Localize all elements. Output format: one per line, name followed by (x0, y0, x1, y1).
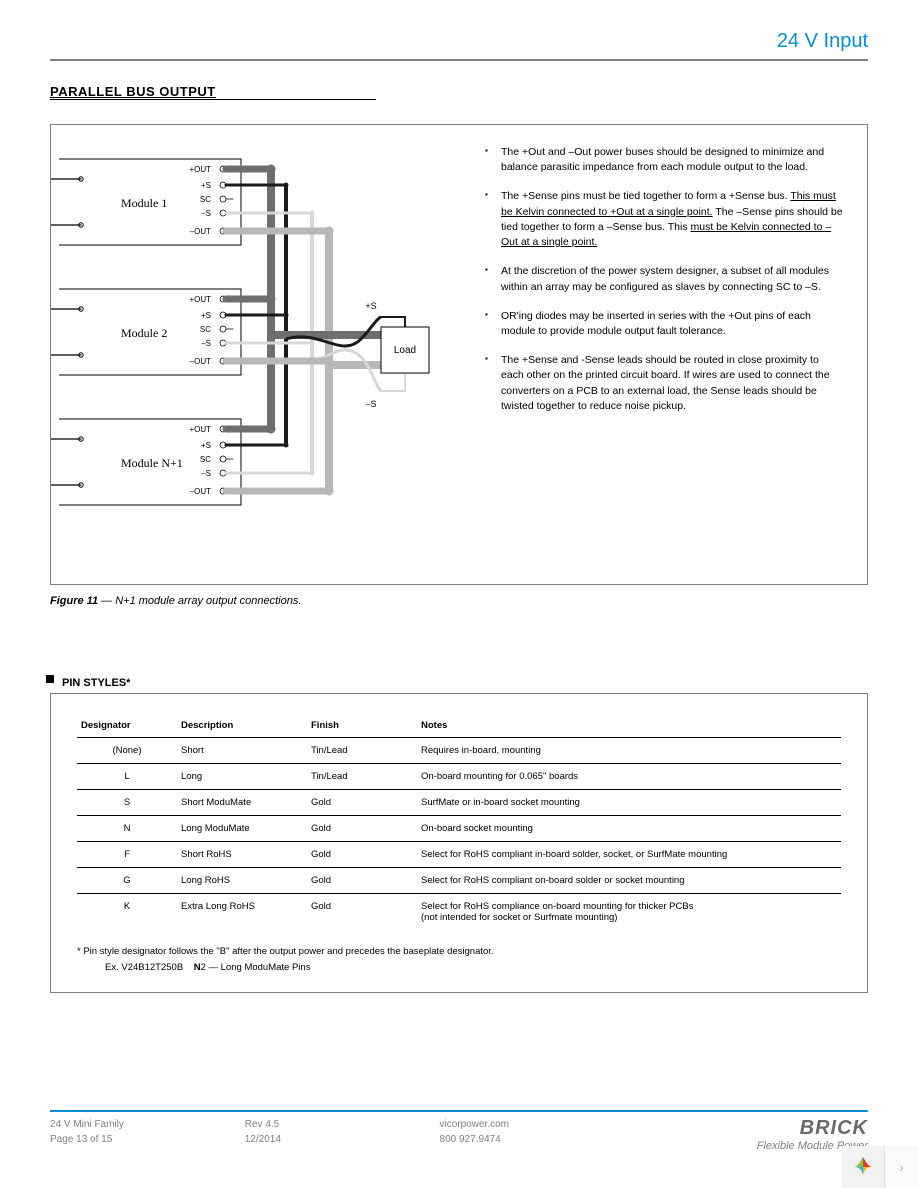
page-footer: 24 V Mini Family Page 13 of 15 Rev 4.5 1… (50, 1117, 868, 1152)
section-parallel-bus-title: PARALLEL BUS OUTPUT (50, 84, 376, 100)
table-cell: Requires in-board, mounting (417, 738, 841, 764)
figure-note-item: At the discretion of the power system de… (481, 264, 843, 294)
svg-text:Module 2: Module 2 (121, 326, 167, 340)
table-row: GLong RoHSGoldSelect for RoHS compliant … (77, 868, 841, 894)
footnote-example-prefix: Ex. V24B12T250B (105, 962, 183, 973)
svg-text:+S: +S (201, 311, 211, 320)
table-cell: SurfMate or in-board socket mounting (417, 790, 841, 816)
svg-text:–S: –S (201, 339, 211, 348)
table-cell: Short (177, 738, 307, 764)
section-pin-styles-title: PIN STYLES* (50, 677, 868, 694)
table-cell: Select for RoHS compliant on-board solde… (417, 868, 841, 894)
svg-text:Module N+1: Module N+1 (121, 456, 183, 470)
svg-text:SC: SC (200, 455, 211, 464)
figure-notes-list: The +Out and –Out power buses should be … (481, 139, 849, 554)
footnote-example-rest: 2 — Long ModuMate Pins (201, 962, 311, 973)
figure-note-item: The +Out and –Out power buses should be … (481, 145, 843, 175)
figure-11-box: Module 1 +OUT +S SC –S –OUT Module 2 +OUT +S SC –S… (50, 124, 868, 585)
table-cell: Gold (307, 894, 417, 931)
svg-text:+OUT: +OUT (189, 295, 211, 304)
figure-number: Figure 11 (50, 595, 98, 607)
table-cell: Long ModuMate (177, 816, 307, 842)
table-cell: (None) (77, 738, 177, 764)
footnote-example-bold: N (194, 962, 201, 973)
page-header-title: 24 V Input (50, 30, 868, 59)
svg-text:Module 1: Module 1 (121, 196, 167, 210)
svg-text:–OUT: –OUT (190, 487, 211, 496)
svg-text:–S: –S (201, 469, 211, 478)
footer-phone: 800 927.9474 (440, 1132, 635, 1147)
table-header: Description (177, 714, 307, 738)
table-cell: Tin/Lead (307, 764, 417, 790)
svg-text:–OUT: –OUT (190, 227, 211, 236)
footnote-line1: * Pin style designator follows the "B" a… (77, 944, 841, 960)
table-cell: Gold (307, 868, 417, 894)
brand-tagline: Flexible Module Power (634, 1140, 868, 1152)
figure-note-item: The +Sense pins must be tied together to… (481, 189, 843, 250)
table-header: Notes (417, 714, 841, 738)
table-row: LLongTin/LeadOn-board mounting for 0.065… (77, 764, 841, 790)
footer-url: vicorpower.com (440, 1117, 635, 1132)
table-cell: N (77, 816, 177, 842)
footer-rule (50, 1110, 868, 1112)
svg-text:+S: +S (201, 181, 211, 190)
table-cell: Short ModuMate (177, 790, 307, 816)
svg-text:+OUT: +OUT (189, 425, 211, 434)
svg-text:+OUT: +OUT (189, 165, 211, 174)
svg-text:SC: SC (200, 195, 211, 204)
table-cell: Gold (307, 790, 417, 816)
pin-styles-footnote: * Pin style designator follows the "B" a… (77, 944, 841, 976)
table-cell: Long RoHS (177, 868, 307, 894)
svg-text:–OUT: –OUT (190, 357, 211, 366)
table-cell: Short RoHS (177, 842, 307, 868)
table-cell: Gold (307, 842, 417, 868)
table-cell: K (77, 894, 177, 931)
figure-11-caption: Figure 11 — N+1 module array output conn… (50, 595, 868, 607)
table-cell: S (77, 790, 177, 816)
footer-page: Page 13 of 15 (50, 1132, 245, 1147)
table-row: FShort RoHSGoldSelect for RoHS compliant… (77, 842, 841, 868)
table-cell: F (77, 842, 177, 868)
pin-styles-table-container: DesignatorDescriptionFinishNotes (None)S… (50, 694, 868, 993)
figure-note-item: OR'ing diodes may be inserted in series … (481, 309, 843, 339)
figure-caption-text: N+1 module array output connections. (115, 595, 301, 607)
table-cell: Gold (307, 816, 417, 842)
footer-family: 24 V Mini Family (50, 1117, 245, 1132)
table-cell: On-board socket mounting (417, 816, 841, 842)
brand-logo-text: BRICK (634, 1117, 868, 1140)
corner-widget: › (842, 1146, 918, 1188)
footer-date: 12/2014 (245, 1132, 440, 1147)
table-cell: L (77, 764, 177, 790)
table-cell: Extra Long RoHS (177, 894, 307, 931)
svg-text:+S: +S (201, 441, 211, 450)
chevron-right-icon: › (899, 1159, 904, 1175)
header-rule (50, 59, 868, 61)
table-row: NLong ModuMateGoldOn-board socket mounti… (77, 816, 841, 842)
table-cell: Tin/Lead (307, 738, 417, 764)
module-array-diagram: Module 1 +OUT +S SC –S –OUT Module 2 +OUT +S SC –S… (51, 139, 461, 554)
table-row: SShort ModuMateGoldSurfMate or in-board … (77, 790, 841, 816)
table-cell: Select for RoHS compliance on-board moun… (417, 894, 841, 931)
pin-styles-table: DesignatorDescriptionFinishNotes (None)S… (77, 714, 841, 930)
figure-note-item: The +Sense and -Sense leads should be ro… (481, 353, 843, 414)
table-cell: On-board mounting for 0.065" boards (417, 764, 841, 790)
svg-text:+S: +S (365, 301, 376, 311)
table-header: Finish (307, 714, 417, 738)
svg-text:Load: Load (394, 345, 416, 356)
table-row: KExtra Long RoHSGoldSelect for RoHS comp… (77, 894, 841, 931)
next-page-button[interactable]: › (884, 1146, 918, 1188)
table-cell: Long (177, 764, 307, 790)
table-cell: G (77, 868, 177, 894)
svg-text:–S: –S (365, 399, 376, 409)
footer-rev: Rev 4.5 (245, 1117, 440, 1132)
svg-text:SC: SC (200, 325, 211, 334)
svg-text:–S: –S (201, 209, 211, 218)
table-header: Designator (77, 714, 177, 738)
app-icon[interactable] (842, 1146, 884, 1188)
table-cell: Select for RoHS compliant in-board solde… (417, 842, 841, 868)
table-row: (None)ShortTin/LeadRequires in-board, mo… (77, 738, 841, 764)
